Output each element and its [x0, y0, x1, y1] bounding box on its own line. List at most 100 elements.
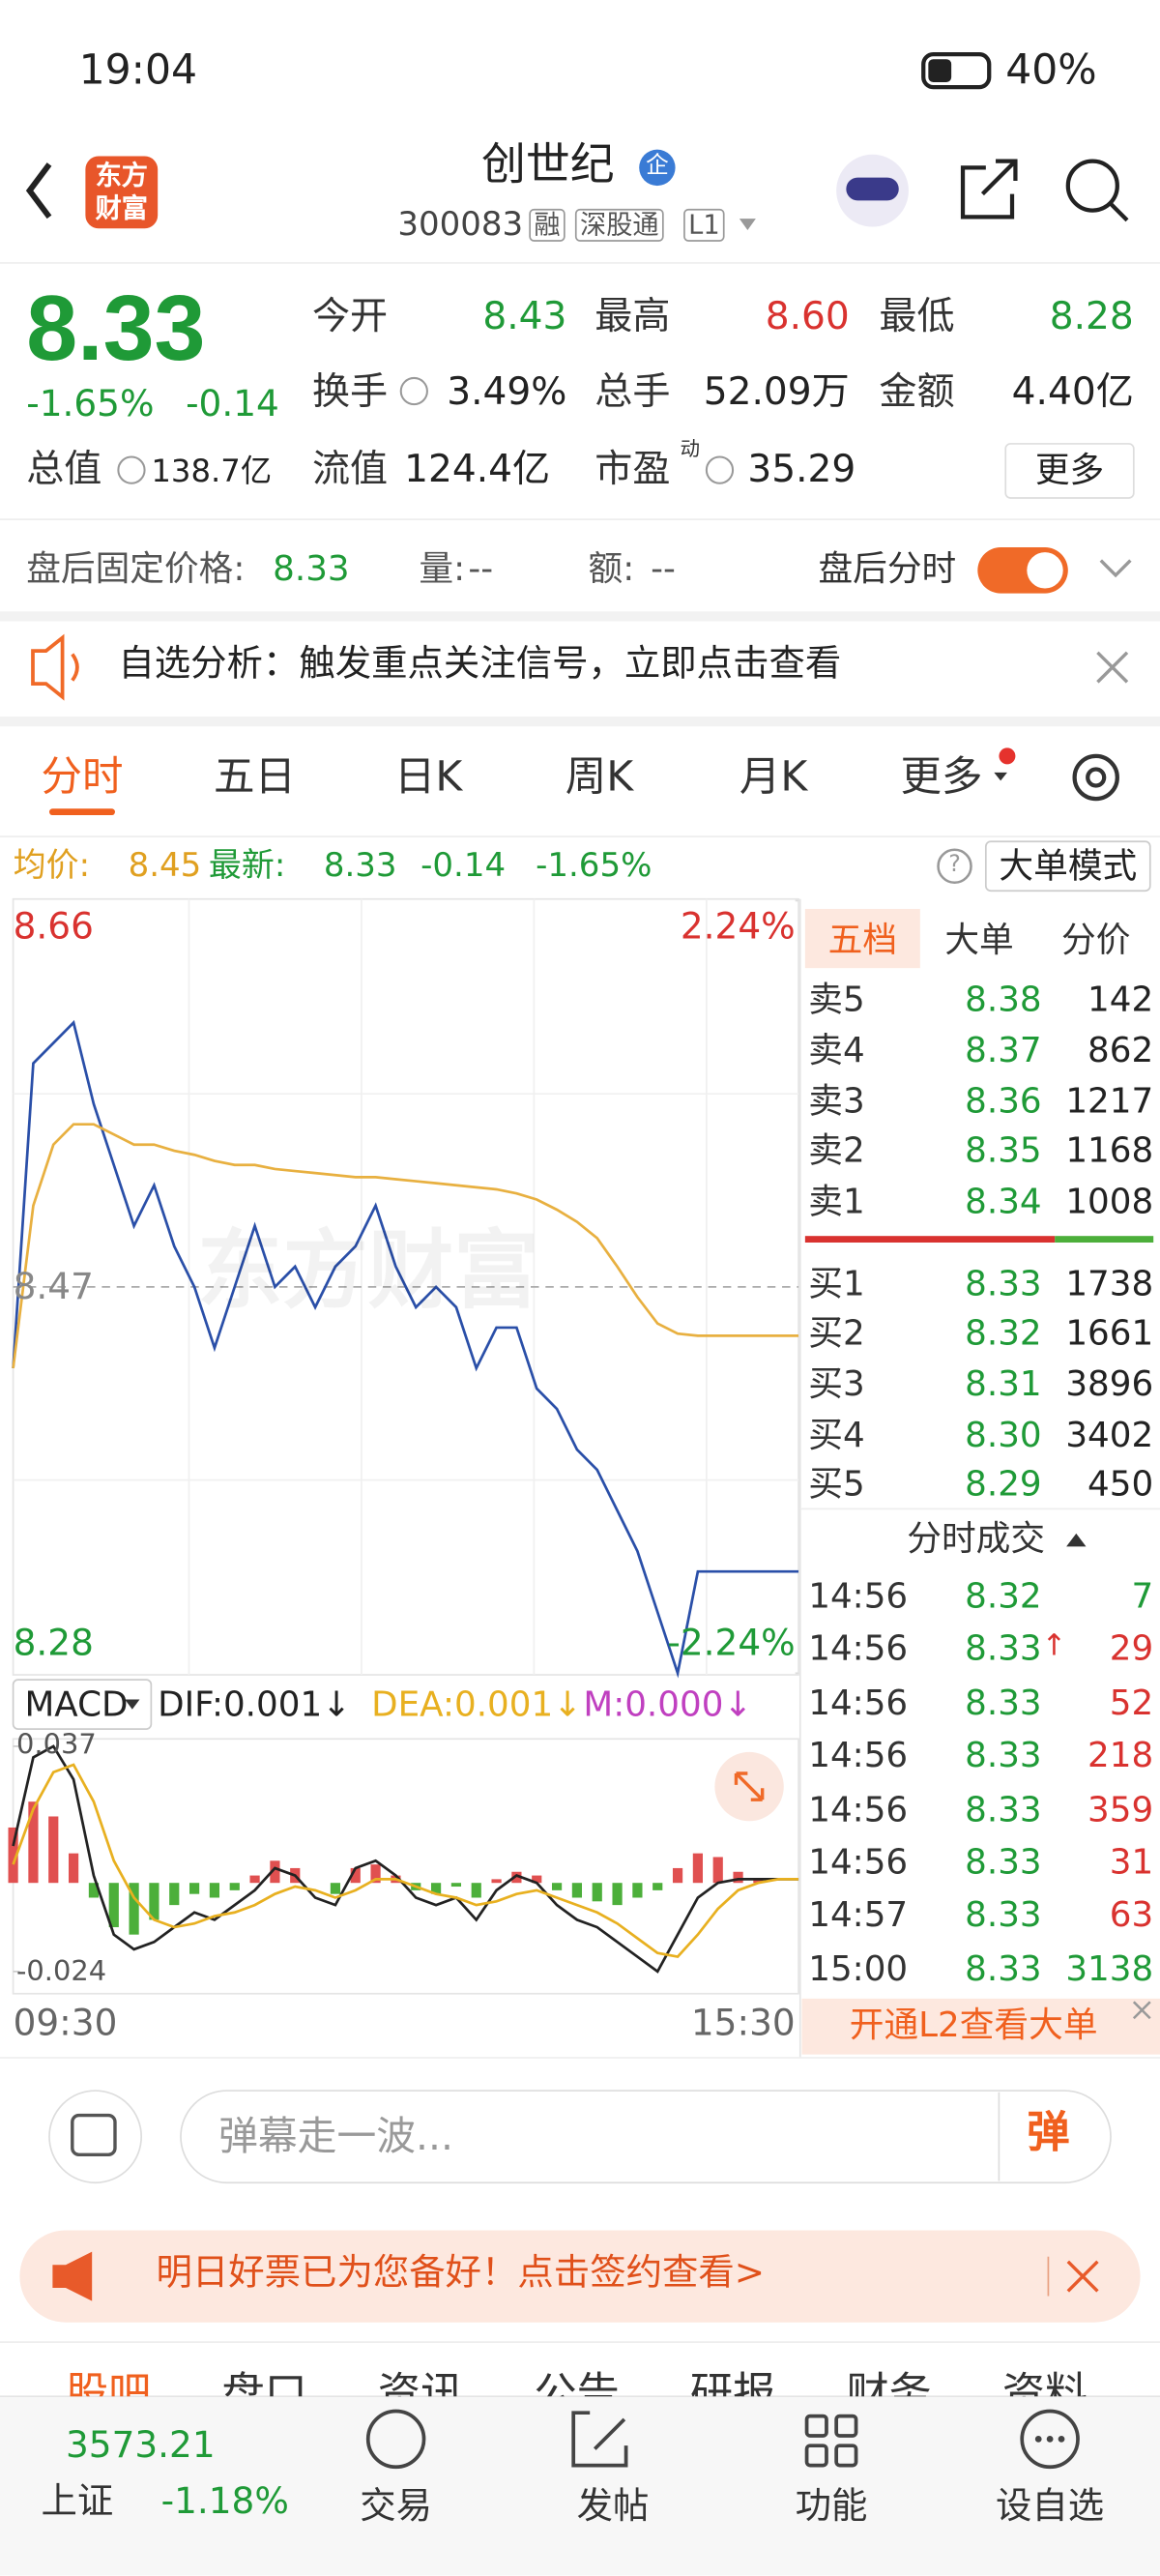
trade-vol: 359 [1088, 1789, 1154, 1830]
dif-label: DIF:0.001↓ [158, 1684, 352, 1725]
change-pct: -1.65% [26, 384, 155, 426]
tab[interactable]: 五日 [213, 752, 296, 801]
trade-time: 14:56 [808, 1629, 909, 1669]
ad-text[interactable]: 明日好票已为您备好！点击签约查看> [156, 2253, 766, 2295]
trade-price: 8.33 [965, 1629, 1042, 1669]
macd-bar [733, 1871, 743, 1884]
field-label: 最低 [879, 295, 955, 339]
trade-time: 14:56 [808, 1736, 909, 1776]
info-value: 8.33 [323, 844, 397, 885]
ob-label: 买1 [808, 1264, 865, 1303]
field-label: 市盈 [594, 449, 671, 492]
field-label: 换手 [311, 371, 389, 415]
trade-vol: 29 [1109, 1629, 1154, 1669]
ad-banner[interactable] [19, 2230, 1141, 2323]
tab[interactable]: 周K [565, 752, 634, 801]
macd-label[interactable]: MACD [24, 1684, 129, 1725]
share-icon[interactable] [960, 159, 1018, 220]
comment-icon[interactable] [48, 2090, 143, 2184]
macd-bar [188, 1883, 200, 1894]
field-value: 35.29 [747, 449, 856, 492]
tab[interactable]: 日K [393, 752, 463, 801]
tab[interactable]: 更多 [900, 752, 983, 801]
y-tick-label: 8.28 [13, 1624, 94, 1665]
macd-bar [129, 1883, 139, 1935]
banner-text[interactable]: 自选分析：触发重点关注信号，立即点击查看 [118, 644, 842, 686]
trades-title: 分时成交 [907, 1518, 1046, 1559]
subtab[interactable]: 公告 [534, 2369, 620, 2397]
trade-time: 15:00 [808, 1948, 909, 1989]
logo-text: 东方 [95, 159, 149, 191]
more-label[interactable]: 更多 [1034, 450, 1105, 490]
subtab[interactable]: 股吧 [65, 2369, 152, 2397]
comment-placeholder[interactable]: 弹幕走一波... [218, 2113, 453, 2160]
ah-label: 量: [419, 548, 466, 589]
y-tick-label: 8.66 [13, 907, 94, 949]
ob-tab[interactable]: 分价 [1061, 920, 1131, 960]
comment-input[interactable] [180, 2090, 1112, 2184]
info-label: 最新: [208, 844, 286, 885]
y-tick-label: 8.47 [13, 1267, 94, 1308]
subtab[interactable]: 资料 [1001, 2369, 1088, 2397]
comment-button[interactable]: 弹 [1027, 2108, 1070, 2158]
tab-underline [48, 808, 115, 816]
macd-select[interactable] [12, 1679, 153, 1730]
macd-bar [350, 1867, 361, 1884]
nav-item[interactable]: 交易 [360, 2486, 433, 2529]
promo-text[interactable]: 开通L2查看大单 [849, 2005, 1098, 2045]
tab[interactable]: 分时 [41, 752, 124, 801]
nav-item[interactable]: 功能 [795, 2486, 868, 2529]
tab[interactable]: 月K [739, 752, 808, 801]
x-label: 09:30 [13, 2003, 118, 2045]
macd-bar [68, 1853, 79, 1884]
ob-price: 8.38 [965, 980, 1042, 1019]
ob-price: 8.36 [965, 1081, 1042, 1122]
subtab[interactable]: 盘口 [221, 2369, 307, 2397]
field-value: 3.49% [447, 371, 567, 415]
ob-vol: 1738 [1065, 1264, 1154, 1303]
subtab[interactable]: 财务 [846, 2369, 932, 2397]
trade-vol: 31 [1109, 1842, 1154, 1883]
macd-bar [571, 1883, 583, 1898]
ob-tab[interactable]: 大单 [944, 920, 1014, 960]
ob-price: 8.31 [965, 1363, 1042, 1404]
macd-bar [108, 1883, 119, 1928]
ob-vol: 450 [1088, 1464, 1154, 1505]
ob-label: 卖5 [808, 980, 865, 1019]
ob-vol: 3402 [1065, 1415, 1154, 1455]
macd-bar [511, 1871, 522, 1884]
subtab[interactable]: 研报 [689, 2369, 776, 2397]
macd-bar [652, 1883, 663, 1890]
mode-button[interactable] [984, 840, 1151, 893]
macd-bar [28, 1801, 39, 1884]
macd-bar [169, 1883, 180, 1906]
settings-icon[interactable] [1072, 753, 1119, 802]
macd-bar [532, 1875, 542, 1884]
field-sup: 动 [680, 437, 701, 460]
nav-item[interactable]: 设自选 [996, 2486, 1105, 2529]
trade-time: 14:56 [808, 1683, 909, 1722]
close-icon[interactable] [1096, 651, 1129, 684]
macd-bar [471, 1883, 481, 1898]
ob-tab[interactable]: 五档 [827, 920, 898, 960]
promo-bg[interactable] [801, 1998, 1160, 2055]
macd-bar [430, 1883, 442, 1894]
ob-price: 8.32 [965, 1313, 1042, 1353]
ah-value: -- [468, 548, 494, 589]
help-icon[interactable]: ? [948, 851, 961, 878]
trade-time: 14:56 [808, 1576, 909, 1616]
dea-label: DEA:0.001↓ [371, 1684, 583, 1725]
back-icon[interactable] [25, 162, 52, 220]
stock-code: 300083 [397, 203, 524, 244]
mode-label[interactable]: 大单模式 [999, 846, 1138, 887]
search-icon[interactable] [1065, 159, 1119, 213]
price: 8.33 [26, 276, 206, 380]
trade-time: 14:57 [808, 1895, 909, 1936]
nav-item[interactable]: 发帖 [576, 2486, 650, 2529]
subtab[interactable]: 资讯 [377, 2369, 464, 2397]
field-value: 8.28 [1049, 295, 1134, 339]
ob-vol: 1008 [1065, 1182, 1154, 1221]
more-button[interactable] [1004, 443, 1135, 499]
macd-bar [330, 1883, 341, 1894]
